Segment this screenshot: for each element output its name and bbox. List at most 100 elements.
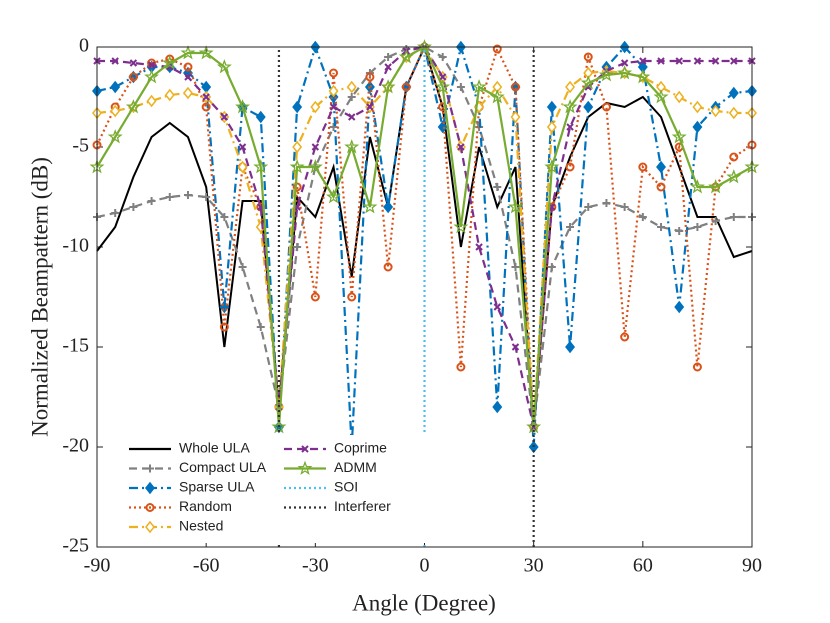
marker (216, 59, 232, 74)
marker (110, 104, 121, 118)
marker (147, 61, 156, 69)
marker (292, 140, 303, 154)
marker (693, 57, 702, 65)
marker (653, 89, 669, 104)
marker (511, 343, 520, 351)
marker (674, 90, 685, 104)
marker (398, 49, 414, 64)
marker (689, 179, 705, 194)
marker (620, 332, 630, 342)
marker (384, 53, 393, 61)
marker (107, 129, 123, 144)
marker (620, 203, 629, 211)
marker (489, 89, 505, 104)
marker (362, 199, 378, 214)
marker (145, 520, 155, 534)
legend-label: ADMM (334, 459, 377, 475)
legend-label: Compact ULA (179, 459, 267, 475)
marker (438, 53, 447, 61)
marker (601, 102, 611, 112)
marker (435, 79, 451, 94)
marker (129, 59, 138, 67)
marker (111, 209, 120, 217)
marker (292, 100, 303, 114)
marker (708, 179, 724, 194)
marker (164, 88, 175, 102)
marker (147, 58, 157, 68)
marker (671, 129, 687, 144)
marker (329, 103, 338, 111)
marker (292, 182, 302, 192)
axes-box (96, 46, 753, 548)
marker (565, 162, 575, 172)
marker (562, 99, 578, 114)
marker (493, 183, 502, 191)
marker (383, 200, 394, 214)
marker (146, 464, 154, 473)
marker (598, 67, 614, 82)
marker (693, 223, 702, 231)
marker (657, 223, 666, 231)
marker (583, 52, 593, 62)
marker (511, 263, 520, 271)
marker (583, 100, 594, 114)
marker (235, 99, 251, 114)
marker (201, 102, 211, 112)
marker (492, 400, 503, 414)
y-tick-label: -20 (62, 435, 89, 457)
marker (165, 193, 174, 201)
x-tick-label: -30 (302, 555, 329, 577)
y-tick-label: -5 (72, 135, 89, 157)
marker (453, 219, 469, 234)
marker (380, 79, 396, 94)
marker (492, 44, 502, 54)
marker (344, 139, 360, 154)
marker (635, 69, 651, 84)
legend-label: SOI (334, 479, 358, 495)
marker (180, 45, 196, 60)
marker (438, 73, 447, 81)
x-tick-label: 0 (420, 555, 430, 577)
marker (271, 419, 287, 434)
marker (383, 262, 393, 272)
marker (297, 460, 313, 475)
marker (198, 45, 214, 60)
marker (366, 103, 374, 111)
marker (347, 93, 356, 101)
marker (711, 57, 720, 65)
marker (256, 323, 265, 331)
marker (144, 69, 160, 84)
marker (507, 199, 523, 214)
marker (656, 182, 666, 192)
legend-box (125, 435, 435, 543)
marker (238, 143, 247, 151)
marker (219, 322, 229, 332)
marker (675, 57, 683, 65)
marker (347, 292, 357, 302)
marker (471, 79, 487, 94)
legend-label: Random (179, 498, 232, 514)
series-line (277, 47, 535, 547)
legend-label: Interferer (334, 498, 391, 514)
y-axis-label: Normalized Beampattern (dB) (27, 157, 52, 437)
marker (675, 227, 684, 235)
marker (656, 160, 666, 174)
marker (456, 83, 465, 91)
marker (202, 193, 211, 201)
legend-label: Nested (179, 518, 223, 534)
y-tick-label: -15 (62, 335, 89, 357)
marker (674, 300, 685, 314)
marker (310, 100, 321, 114)
marker (638, 162, 648, 172)
marker (220, 113, 229, 121)
marker (544, 159, 560, 174)
marker (728, 86, 739, 100)
marker (437, 120, 448, 134)
marker (183, 62, 193, 72)
marker (726, 169, 742, 184)
marker (692, 120, 703, 134)
y-tick-label: -10 (62, 235, 89, 257)
marker (565, 80, 576, 94)
marker (293, 243, 302, 251)
